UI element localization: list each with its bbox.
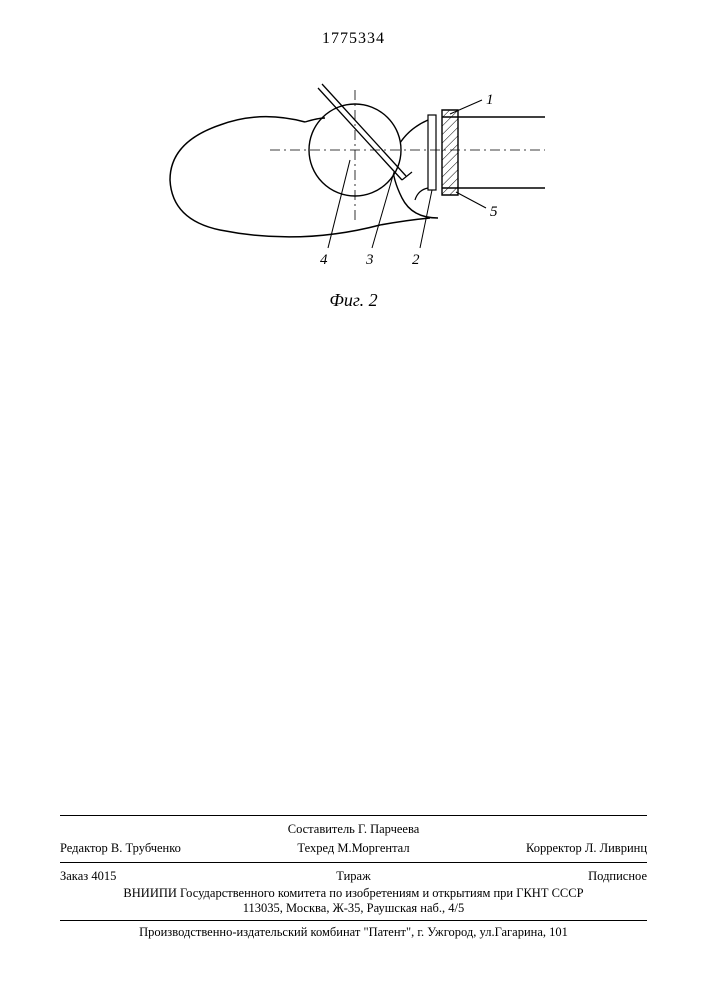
editor-label: Редактор bbox=[60, 841, 108, 855]
corrector-label: Корректор bbox=[526, 841, 582, 855]
composer-label: Составитель bbox=[288, 822, 355, 836]
order-number: 4015 bbox=[91, 869, 116, 883]
editor-name: В. Трубченко bbox=[111, 841, 181, 855]
subscription-label: Подписное bbox=[588, 869, 647, 883]
rule bbox=[60, 862, 647, 863]
printer-line: Производственно-издательский комбинат "П… bbox=[60, 925, 647, 940]
tech-name: М.Моргентал bbox=[337, 841, 409, 855]
figure-2: 1 5 2 3 4 bbox=[150, 70, 550, 290]
figure-label: Фиг. 2 bbox=[0, 290, 707, 311]
ref-1: 1 bbox=[486, 92, 494, 108]
org-line-2: 113035, Москва, Ж-35, Раушская наб., 4/5 bbox=[60, 901, 647, 916]
rule bbox=[60, 815, 647, 816]
ref-5: 5 bbox=[490, 204, 498, 220]
tech-label: Техред bbox=[297, 841, 334, 855]
corrector-name: Л. Ливринц bbox=[585, 841, 647, 855]
ref-4: 4 bbox=[320, 252, 328, 268]
composer-name: Г. Парчеева bbox=[358, 822, 419, 836]
imprint-footer: Составитель Г. Парчеева Редактор В. Труб… bbox=[60, 811, 647, 940]
ref-2: 2 bbox=[412, 252, 420, 268]
order-label: Заказ bbox=[60, 869, 88, 883]
ref-3: 3 bbox=[365, 252, 374, 268]
document-number: 1775334 bbox=[0, 30, 707, 48]
org-line-1: ВНИИПИ Государственного комитета по изоб… bbox=[60, 886, 647, 901]
rule bbox=[60, 920, 647, 921]
tirage-label: Тираж bbox=[336, 869, 370, 883]
